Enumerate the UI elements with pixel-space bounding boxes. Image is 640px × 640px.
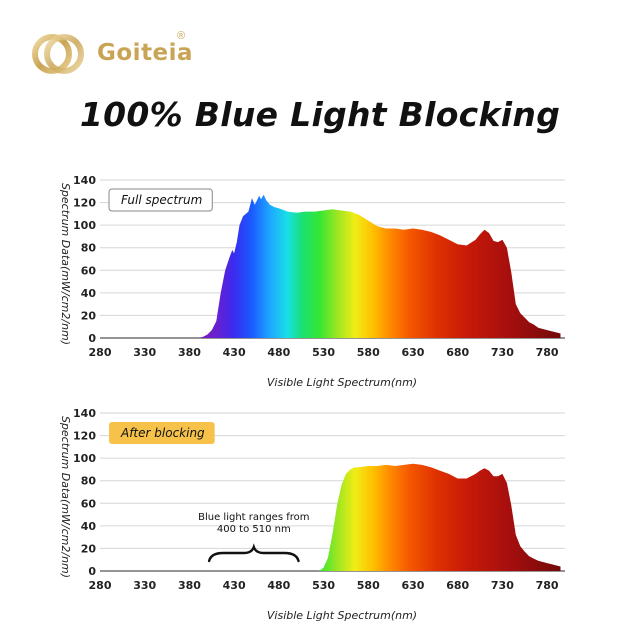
gold-ring-logo-icon — [32, 34, 84, 74]
x-tick-label: 580 — [357, 346, 380, 359]
full-spectrum-chart: 0 20 40 60 80 100 120 140 280 330 380 430 480 530 580 6… — [59, 174, 565, 389]
x-tick-label: 430 — [223, 579, 246, 592]
y-tick-label: 40 — [81, 520, 97, 533]
y-tick-label: 100 — [73, 219, 96, 232]
x-tick-label: 680 — [446, 346, 469, 359]
x-tick-label: 530 — [312, 579, 335, 592]
x-tick-label: 780 — [536, 346, 559, 359]
x-tick-label: 780 — [536, 579, 559, 592]
x-tick-label: 380 — [178, 346, 201, 359]
y-tick-label: 0 — [88, 565, 96, 578]
annotation-text: Blue light ranges from — [198, 512, 309, 523]
y-axis-label: Spectrum Data(mW/cm2/nm) — [59, 183, 72, 345]
brand-name: Goiteia — [97, 40, 194, 66]
x-tick-label: 430 — [223, 346, 246, 359]
x-tick-label: 280 — [89, 579, 112, 592]
svg-text:After blocking: After blocking — [120, 426, 205, 440]
x-tick-label: 580 — [357, 579, 380, 592]
x-tick-label: 530 — [312, 346, 335, 359]
x-tick-label: 480 — [267, 579, 290, 592]
y-axis-label: Spectrum Data(mW/cm2/nm) — [59, 416, 72, 578]
y-tick-label: 80 — [81, 242, 97, 255]
series-badge: Full spectrum — [108, 188, 213, 212]
annotation-text: 400 to 510 nm — [217, 524, 291, 535]
x-tick-label: 480 — [267, 346, 290, 359]
y-tick-label: 40 — [81, 287, 97, 300]
registered-mark: ® — [177, 30, 186, 42]
x-axis-label: Visible Light Spectrum(nm) — [267, 376, 417, 389]
y-tick-label: 60 — [81, 264, 97, 277]
y-tick-label: 20 — [81, 542, 97, 555]
y-tick-label: 20 — [81, 309, 97, 322]
series-badge: After blocking — [109, 422, 215, 444]
page-title: 100% Blue Light Blocking — [79, 95, 561, 134]
y-tick-label: 140 — [73, 407, 96, 420]
x-tick-label: 330 — [133, 346, 156, 359]
spectrum-area — [319, 463, 561, 571]
range-brace — [207, 543, 300, 563]
y-tick-label: 120 — [73, 430, 96, 443]
x-axis-label: Visible Light Spectrum(nm) — [267, 609, 417, 622]
y-tick-label: 60 — [81, 497, 97, 510]
y-tick-label: 0 — [88, 332, 96, 345]
y-tick-label: 100 — [73, 452, 96, 465]
y-tick-label: 140 — [73, 174, 96, 187]
x-tick-label: 280 — [89, 346, 112, 359]
x-tick-label: 630 — [401, 346, 424, 359]
x-tick-label: 730 — [491, 579, 514, 592]
svg-text:Full spectrum: Full spectrum — [121, 193, 202, 207]
x-tick-label: 680 — [446, 579, 469, 592]
spectrum-area — [198, 194, 561, 338]
after-blocking-chart: 0 20 40 60 80 100 120 140 280 330 380 430 480 530 580 6… — [59, 407, 565, 622]
y-tick-label: 80 — [81, 475, 97, 488]
x-tick-label: 330 — [133, 579, 156, 592]
x-tick-label: 380 — [178, 579, 201, 592]
y-tick-label: 120 — [73, 197, 96, 210]
x-tick-label: 730 — [491, 346, 514, 359]
x-tick-label: 630 — [401, 579, 424, 592]
